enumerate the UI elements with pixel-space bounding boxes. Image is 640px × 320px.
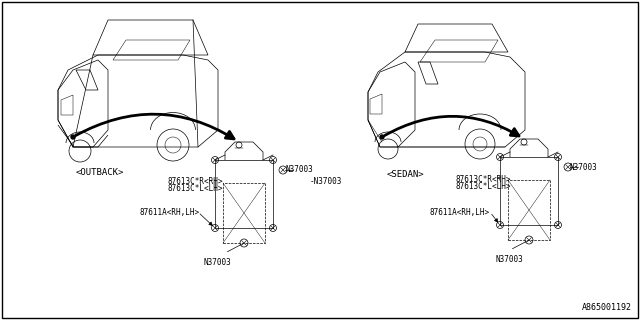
Text: 87613C*R<RH>: 87613C*R<RH>: [455, 175, 511, 184]
Text: <SEDAN>: <SEDAN>: [386, 170, 424, 179]
Text: 87611A<RH,LH>: 87611A<RH,LH>: [430, 208, 490, 217]
Text: <OUTBACK>: <OUTBACK>: [76, 168, 124, 177]
Bar: [223, 183, 265, 243]
Text: A865001192: A865001192: [582, 303, 632, 312]
Text: N37003: N37003: [570, 163, 598, 172]
Text: N37003: N37003: [285, 165, 313, 174]
Text: 87613C*L<LH>: 87613C*L<LH>: [168, 184, 223, 193]
Text: N37003: N37003: [203, 258, 231, 267]
Circle shape: [380, 135, 384, 139]
Circle shape: [71, 135, 75, 139]
Bar: [508, 180, 550, 240]
Text: -N37003: -N37003: [310, 178, 342, 187]
Text: N37003: N37003: [495, 255, 523, 264]
Text: 87613C*R<RH>: 87613C*R<RH>: [168, 177, 223, 186]
Text: 87611A<RH,LH>: 87611A<RH,LH>: [140, 208, 200, 217]
Text: 87613C*L<LH>: 87613C*L<LH>: [455, 182, 511, 191]
